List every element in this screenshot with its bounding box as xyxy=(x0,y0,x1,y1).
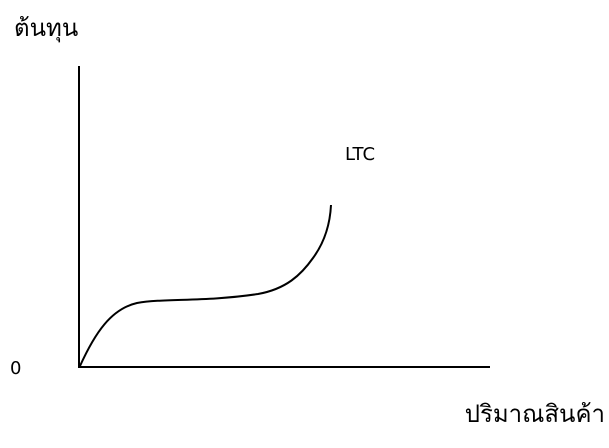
y-axis-label: ต้นทุน xyxy=(14,14,79,42)
origin-label: 0 xyxy=(10,358,22,379)
x-axis-label: ปริมาณสินค้า xyxy=(464,400,605,428)
ltc-curve-label: LTC xyxy=(345,144,376,165)
ltc-curve xyxy=(79,204,332,367)
